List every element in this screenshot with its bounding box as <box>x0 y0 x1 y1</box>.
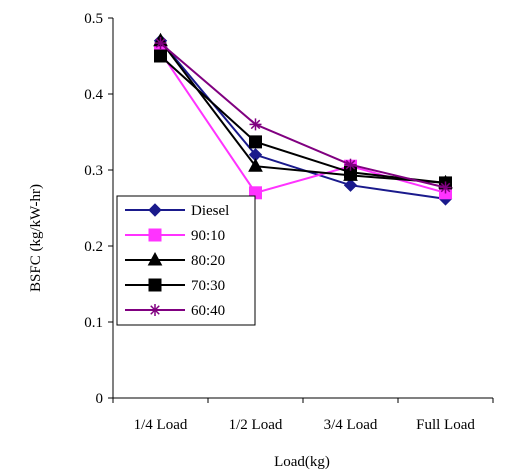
x-tick-label: 1/4 Load <box>134 417 188 433</box>
legend-marker <box>149 304 161 316</box>
data-point <box>249 118 262 131</box>
y-tick-label: 0.2 <box>84 239 103 255</box>
legend-marker <box>148 203 162 217</box>
legend-label: Diesel <box>191 203 229 219</box>
series-line <box>159 40 446 200</box>
legend: Diesel 90:10 80:20 70:30 60:40 <box>116 195 256 326</box>
data-point <box>154 37 167 50</box>
data-point <box>248 158 263 172</box>
data-point <box>343 178 358 192</box>
y-tick-label: 0 <box>96 391 104 407</box>
series-60-40 <box>154 37 452 194</box>
data-point <box>249 135 262 149</box>
legend-item: Diesel <box>125 203 229 219</box>
series-70-30 <box>154 49 452 190</box>
x-axis-label: Load(kg) <box>274 454 330 470</box>
legend-item: 80:20 <box>125 251 225 269</box>
axes <box>108 17 494 403</box>
legend-label: 60:40 <box>191 303 225 319</box>
x-tick-label: Full Load <box>416 417 475 433</box>
series-line <box>159 55 446 184</box>
x-tick-label: 1/2 Load <box>229 417 283 433</box>
series-90-10 <box>154 45 452 200</box>
y-tick-label: 0.1 <box>84 315 103 331</box>
legend-label: 90:10 <box>191 228 225 244</box>
series-lines <box>153 32 453 206</box>
legend-label: 70:30 <box>191 278 225 294</box>
data-point <box>439 181 452 194</box>
legend-marker <box>148 228 162 242</box>
x-tick-labels: 1/4 Load 1/2 Load 3/4 Load Full Load <box>134 417 476 433</box>
y-tick-label: 0.4 <box>84 87 103 103</box>
legend-marker <box>147 251 163 266</box>
y-tick-label: 0.3 <box>84 163 103 179</box>
x-tick-label: 3/4 Load <box>324 417 378 433</box>
legend-item: 70:30 <box>125 278 225 294</box>
series-80-20 <box>153 32 453 189</box>
y-axis-label: BSFC (kg/kW-hr) <box>28 184 44 292</box>
data-point <box>344 158 357 171</box>
y-tick-labels: 0 0.1 0.2 0.3 0.4 0.5 <box>84 11 103 407</box>
legend-item: 60:40 <box>125 303 225 319</box>
legend-label: 80:20 <box>191 253 225 269</box>
y-tick-label: 0.5 <box>84 11 103 27</box>
legend-marker <box>148 278 162 292</box>
data-point <box>154 49 167 63</box>
series-line <box>159 40 446 184</box>
series-line <box>159 42 446 189</box>
legend-item: 90:10 <box>125 228 225 244</box>
